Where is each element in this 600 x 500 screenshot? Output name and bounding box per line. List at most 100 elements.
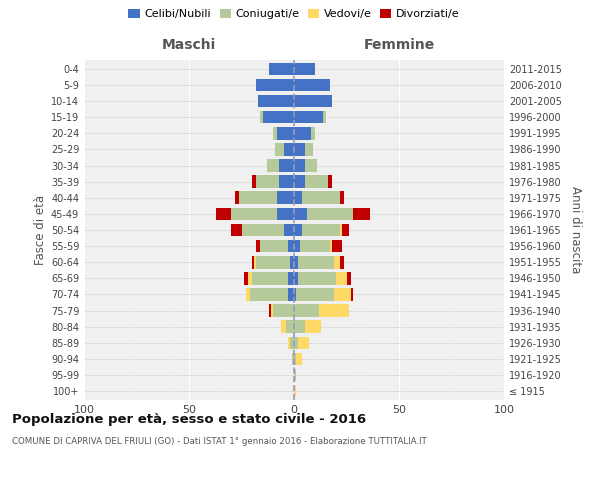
Bar bbox=[269, 304, 271, 317]
Bar bbox=[252, 256, 254, 268]
Bar bbox=[231, 224, 241, 236]
Bar bbox=[302, 192, 340, 204]
Bar bbox=[277, 127, 294, 140]
Bar bbox=[305, 160, 317, 172]
Bar bbox=[323, 111, 325, 124]
Bar bbox=[292, 352, 294, 365]
Bar bbox=[288, 288, 294, 300]
Bar bbox=[294, 160, 305, 172]
Bar bbox=[294, 224, 302, 236]
Bar bbox=[239, 192, 277, 204]
Bar bbox=[288, 272, 294, 284]
Bar bbox=[290, 256, 294, 268]
Bar bbox=[296, 288, 334, 300]
Bar bbox=[284, 224, 294, 236]
Bar bbox=[280, 176, 294, 188]
Bar bbox=[252, 272, 288, 284]
Bar bbox=[286, 320, 294, 333]
Bar bbox=[340, 256, 344, 268]
Bar bbox=[298, 272, 336, 284]
Bar bbox=[302, 224, 340, 236]
Bar bbox=[294, 385, 296, 398]
Bar bbox=[260, 240, 288, 252]
Bar bbox=[263, 111, 294, 124]
Bar bbox=[301, 240, 330, 252]
Bar bbox=[256, 240, 260, 252]
Bar bbox=[294, 256, 298, 268]
Bar bbox=[294, 240, 301, 252]
Bar bbox=[217, 208, 231, 220]
Bar bbox=[296, 352, 302, 365]
Bar bbox=[305, 320, 322, 333]
Bar bbox=[294, 368, 296, 382]
Bar bbox=[340, 192, 344, 204]
Bar bbox=[347, 272, 350, 284]
Bar bbox=[294, 78, 330, 92]
Bar bbox=[305, 143, 313, 156]
Bar bbox=[334, 256, 340, 268]
Bar bbox=[244, 272, 248, 284]
Bar bbox=[266, 160, 280, 172]
Bar bbox=[353, 208, 370, 220]
Bar bbox=[277, 192, 294, 204]
Bar bbox=[305, 176, 328, 188]
Bar bbox=[350, 288, 353, 300]
Bar bbox=[288, 240, 294, 252]
Bar bbox=[294, 272, 298, 284]
Bar bbox=[334, 288, 350, 300]
Bar bbox=[256, 78, 294, 92]
Bar bbox=[290, 336, 294, 349]
Y-axis label: Anni di nascita: Anni di nascita bbox=[569, 186, 581, 274]
Bar bbox=[231, 208, 277, 220]
Bar bbox=[298, 336, 309, 349]
Bar bbox=[342, 224, 349, 236]
Bar bbox=[340, 224, 342, 236]
Bar bbox=[294, 352, 296, 365]
Bar bbox=[271, 304, 273, 317]
Text: Femmine: Femmine bbox=[364, 38, 434, 52]
Bar bbox=[294, 336, 298, 349]
Text: COMUNE DI CAPRIVA DEL FRIULI (GO) - Dati ISTAT 1° gennaio 2016 - Elaborazione TU: COMUNE DI CAPRIVA DEL FRIULI (GO) - Dati… bbox=[12, 438, 427, 446]
Bar bbox=[284, 143, 294, 156]
Bar bbox=[294, 208, 307, 220]
Bar bbox=[256, 176, 280, 188]
Bar bbox=[328, 176, 332, 188]
Bar bbox=[288, 336, 290, 349]
Bar bbox=[294, 304, 319, 317]
Bar bbox=[319, 304, 349, 317]
Bar bbox=[294, 288, 296, 300]
Bar bbox=[294, 192, 302, 204]
Bar bbox=[273, 127, 277, 140]
Bar bbox=[248, 272, 252, 284]
Bar bbox=[298, 256, 334, 268]
Y-axis label: Fasce di età: Fasce di età bbox=[34, 195, 47, 265]
Bar bbox=[294, 127, 311, 140]
Bar bbox=[336, 272, 347, 284]
Bar bbox=[260, 111, 263, 124]
Bar bbox=[294, 143, 305, 156]
Bar bbox=[246, 288, 250, 300]
Bar bbox=[277, 208, 294, 220]
Bar bbox=[269, 62, 294, 75]
Bar bbox=[275, 143, 284, 156]
Bar bbox=[259, 95, 294, 108]
Bar bbox=[241, 224, 284, 236]
Bar bbox=[294, 320, 305, 333]
Bar bbox=[281, 320, 286, 333]
Bar bbox=[330, 240, 332, 252]
Bar bbox=[280, 160, 294, 172]
Bar bbox=[307, 208, 353, 220]
Bar bbox=[235, 192, 239, 204]
Bar bbox=[294, 62, 315, 75]
Bar bbox=[294, 176, 305, 188]
Text: Popolazione per età, sesso e stato civile - 2016: Popolazione per età, sesso e stato civil… bbox=[12, 412, 366, 426]
Bar bbox=[294, 111, 323, 124]
Bar bbox=[256, 256, 290, 268]
Bar bbox=[294, 95, 332, 108]
Text: Maschi: Maschi bbox=[162, 38, 216, 52]
Bar bbox=[332, 240, 342, 252]
Legend: Celibi/Nubili, Coniugati/e, Vedovi/e, Divorziati/e: Celibi/Nubili, Coniugati/e, Vedovi/e, Di… bbox=[124, 4, 464, 24]
Bar bbox=[273, 304, 294, 317]
Bar bbox=[250, 288, 288, 300]
Bar bbox=[252, 176, 256, 188]
